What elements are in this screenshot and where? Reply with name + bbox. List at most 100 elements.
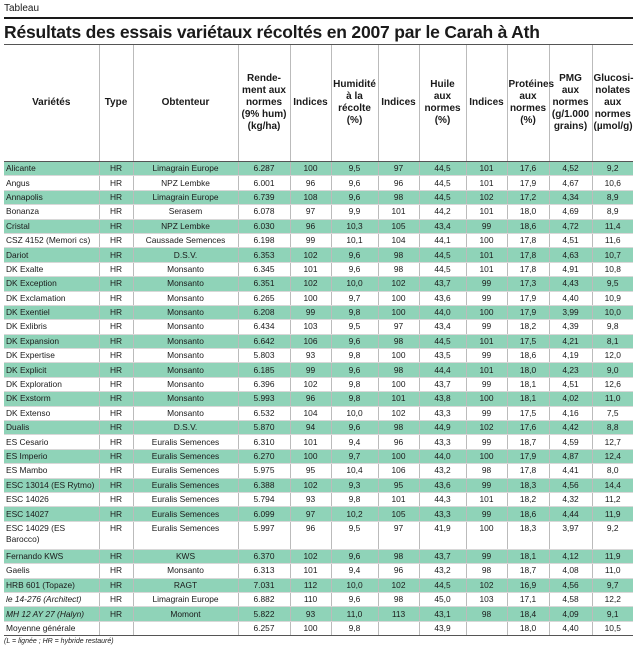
table-row: DK Exception HR Monsanto 6.351 102 10,0 102 43,… xyxy=(4,276,633,292)
cell-humidite: 10,0 xyxy=(330,406,378,422)
cell-rendement: 6.345 xyxy=(237,262,290,278)
cell-huile: 44,5 xyxy=(418,578,466,593)
cell-indice-huile: 100 xyxy=(465,521,507,550)
cell-indice-huile: 102 xyxy=(465,190,507,206)
cell-humidite: 9,6 xyxy=(330,592,378,608)
table-row: ESC 13014 (ES Rytmo) HR Euralis Semences 6.… xyxy=(4,478,633,493)
cell-obtenteur: NPZ Lembke xyxy=(132,175,238,191)
cell-type: HR xyxy=(98,190,133,206)
cell-type: HR xyxy=(98,233,133,249)
cell-glucosinolates: 8,0 xyxy=(591,463,633,479)
cell-huile: 43,2 xyxy=(418,463,466,479)
table-row: DK Exstorm HR Monsanto 5.993 96 9,8 101 43,8 100… xyxy=(4,391,633,407)
cell-glucosinolates: 11,2 xyxy=(591,492,633,508)
cell-rendement: 6.078 xyxy=(237,204,290,220)
cell-obtenteur: Monsanto xyxy=(132,377,238,393)
cell-indice-huile: 100 xyxy=(465,391,507,407)
average-row: Moyenne générale 6.257 100 9,8 43,9 18,0 4,40 1… xyxy=(4,620,633,637)
cell-humidite: 9,8 xyxy=(330,492,378,508)
cell-rendement: 6.208 xyxy=(237,305,290,321)
cell-huile: 43,7 xyxy=(418,549,466,565)
table-row: Angus HR NPZ Lembke 6.001 96 9,6 96 44,5 101 17,9… xyxy=(4,175,633,191)
cell-glucosinolates: 9,0 xyxy=(591,362,633,378)
table-row: Dariot HR D.S.V. 6.353 102 9,6 98 44,5 101 17,8 4,… xyxy=(4,247,633,263)
cell-huile: 43,3 xyxy=(418,506,466,522)
cell-indice-huile: 99 xyxy=(465,506,507,522)
cell-indice-rendement: 93 xyxy=(289,492,331,508)
cell-indice-rendement: 100 xyxy=(289,449,331,465)
cell-type: HR xyxy=(98,406,133,422)
cell-obtenteur: Monsanto xyxy=(132,406,238,422)
cell-variete: DK Exalte xyxy=(4,262,99,278)
cell-glucosinolates: 11,9 xyxy=(591,506,633,522)
cell-glucosinolates: 7,5 xyxy=(591,406,633,422)
cell-obtenteur: Euralis Semences xyxy=(132,521,238,550)
cell-rendement: 6.739 xyxy=(237,190,290,206)
cell-humidite: 9,5 xyxy=(330,319,378,335)
cell-huile: 44,5 xyxy=(418,175,466,191)
cell-rendement: 5.870 xyxy=(237,420,290,436)
cell-rendement: 6.265 xyxy=(237,291,290,306)
cell-variete: DK Exclamation xyxy=(4,291,99,306)
cell-indice-humidite: 113 xyxy=(377,606,419,622)
cell-type: HR xyxy=(98,219,133,234)
table-row: Annapolis HR Limagrain Europe 6.739 108 9,6 98… xyxy=(4,190,633,206)
cell-rendement: 6.030 xyxy=(237,219,290,234)
cell-humidite: 9,4 xyxy=(330,563,378,579)
cell-indice-humidite: 98 xyxy=(377,334,419,350)
cell-indice-humidite: 98 xyxy=(377,549,419,565)
cell-indice-humidite: 101 xyxy=(377,492,419,508)
cell-indice-humidite: 100 xyxy=(377,305,419,321)
cell-humidite: 9,6 xyxy=(330,549,378,565)
cell-variete: Angus xyxy=(4,175,99,191)
cell-glucosinolates: 12,2 xyxy=(591,592,633,608)
table-body: Alicante HR Limagrain Europe 6.287 100 9,5 97 4… xyxy=(4,161,633,637)
cell-obtenteur: Limagrain Europe xyxy=(132,161,238,177)
cell-indice-huile: 98 xyxy=(465,463,507,479)
cell-obtenteur: Euralis Semences xyxy=(132,449,238,465)
cell-glucosinolates: 14,4 xyxy=(591,478,633,493)
cell-proteines: 18,1 xyxy=(506,391,549,407)
header-row: Variétés Type Obtenteur Rende-ment aux n… xyxy=(4,44,634,162)
cell-indice-humidite: 100 xyxy=(377,291,419,306)
cell-variete: Fernando KWS xyxy=(4,549,99,565)
cell-indice-huile: 98 xyxy=(465,606,507,622)
cell-huile: 44,0 xyxy=(418,305,466,321)
cell-huile: 43,7 xyxy=(418,276,466,292)
cell-indice-humidite: 96 xyxy=(377,434,419,450)
cell-proteines: 17,3 xyxy=(506,276,549,292)
cell-huile: 44,1 xyxy=(418,233,466,249)
cell-huile: 44,5 xyxy=(418,247,466,263)
cell-huile: 44,9 xyxy=(418,420,466,436)
cell-indice-huile: 100 xyxy=(465,305,507,321)
cell-pmg: 4,34 xyxy=(548,190,592,206)
cell-humidite: 9,8 xyxy=(330,620,378,637)
cell-indice-humidite: 102 xyxy=(377,578,419,593)
cell-pmg: 4,40 xyxy=(548,620,592,637)
cell-glucosinolates: 10,5 xyxy=(591,620,633,637)
cell-obtenteur: Serasem xyxy=(132,204,238,220)
cell-obtenteur: Monsanto xyxy=(132,291,238,306)
cell-humidite: 9,3 xyxy=(330,478,378,493)
cell-indice-humidite: 96 xyxy=(377,175,419,191)
cell-obtenteur: D.S.V. xyxy=(132,420,238,436)
cell-indice-huile: 99 xyxy=(465,219,507,234)
cell-indice-huile: 101 xyxy=(465,204,507,220)
cell-proteines: 18,2 xyxy=(506,319,549,335)
cell-variete: DK Exstorm xyxy=(4,391,99,407)
cell-type: HR xyxy=(98,305,133,321)
cell-humidite: 10,0 xyxy=(330,578,378,593)
cell-type: HR xyxy=(98,478,133,493)
cell-glucosinolates: 12,4 xyxy=(591,449,633,465)
cell-obtenteur: RAGT xyxy=(132,578,238,593)
cell-rendement: 5.997 xyxy=(237,521,290,550)
cell-humidite: 9,8 xyxy=(330,348,378,364)
cell-pmg: 4,40 xyxy=(548,291,592,306)
cell-huile: 43,4 xyxy=(418,219,466,234)
cell-indice-humidite: 95 xyxy=(377,478,419,493)
cell-rendement: 6.532 xyxy=(237,406,290,422)
cell-type: HR xyxy=(98,578,133,593)
cell-proteines: 18,2 xyxy=(506,492,549,508)
cell-indice-rendement: 99 xyxy=(289,305,331,321)
cell-type: HR xyxy=(98,319,133,335)
